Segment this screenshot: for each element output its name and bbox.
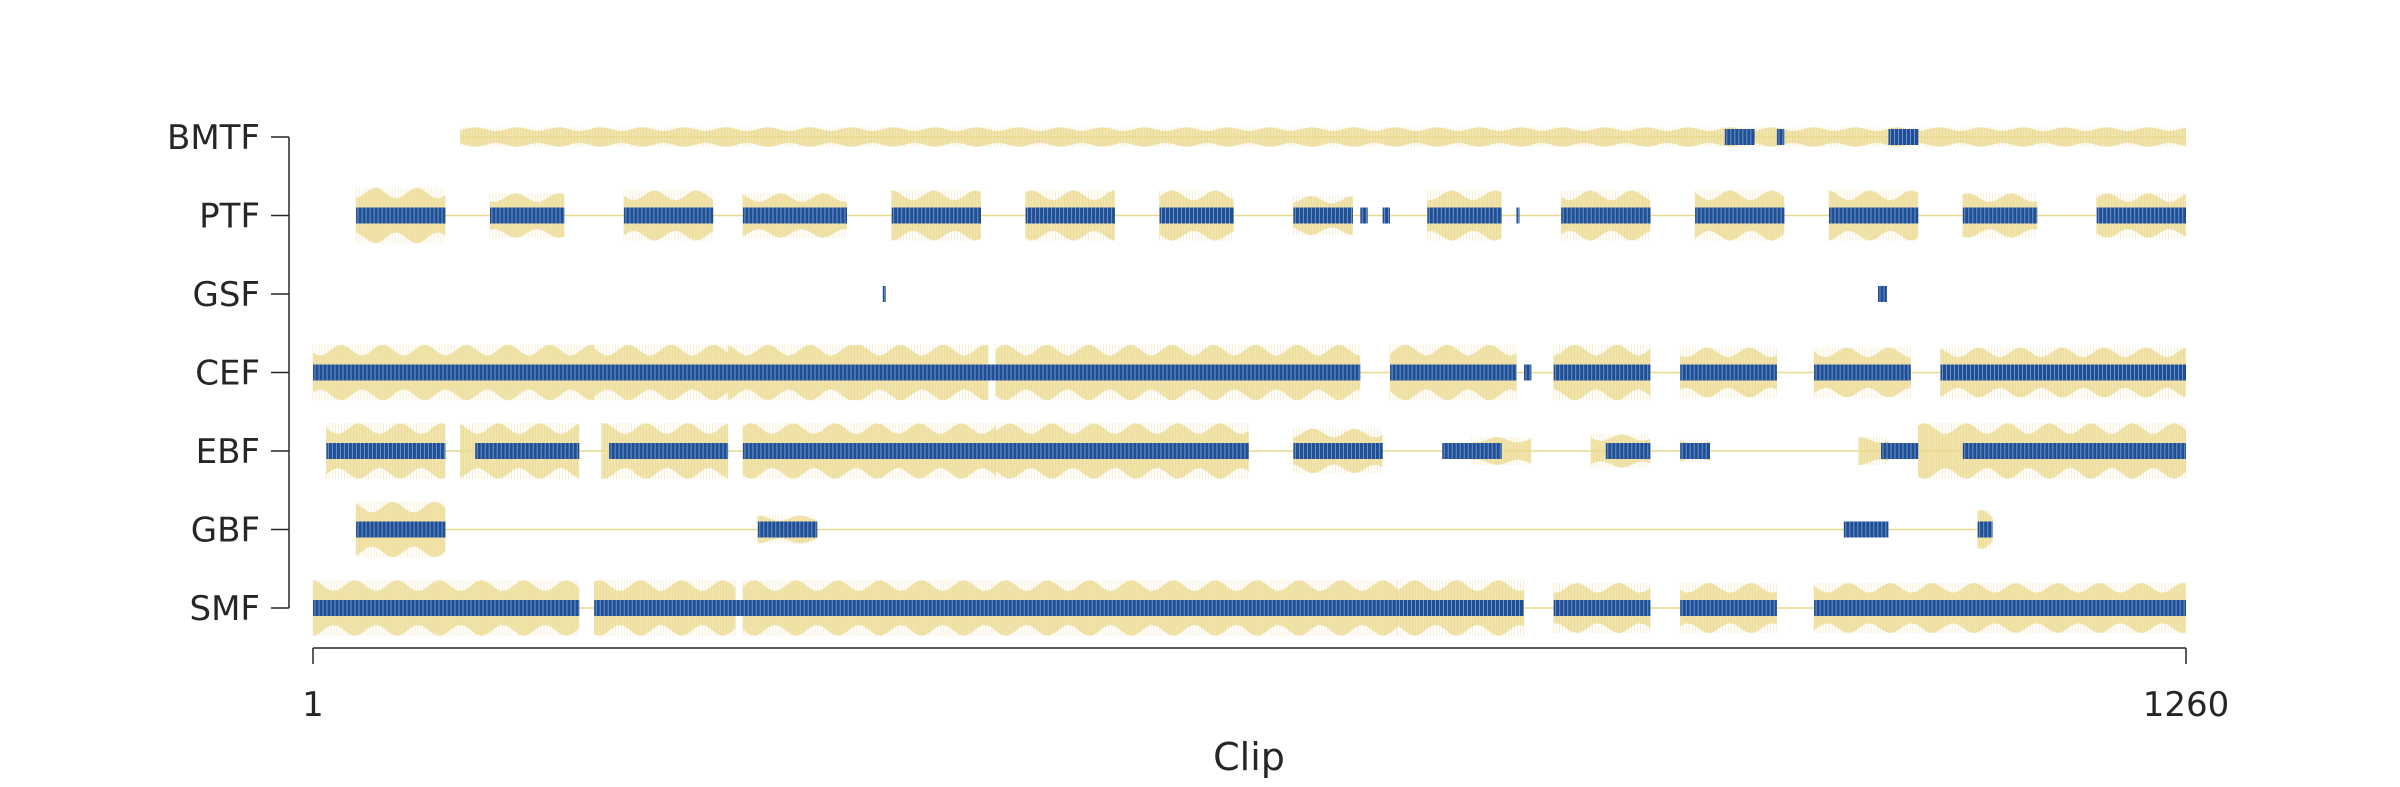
active-segment-bmtf	[1776, 129, 1785, 145]
plot-area	[312, 127, 2186, 636]
y-tick-label-ptf: PTF	[199, 197, 260, 237]
series-row-ebf	[326, 423, 2186, 479]
x-tick-label-start: 1	[302, 685, 324, 725]
x-axis: 1 1260 Clip	[302, 647, 2230, 779]
active-segment-bmtf	[1724, 129, 1755, 145]
series-row-gsf	[882, 286, 1887, 302]
active-segment-bmtf	[1888, 129, 1919, 145]
active-segment-ptf	[356, 207, 446, 224]
active-segment-cef	[1680, 364, 1777, 381]
active-segment-ptf	[1025, 207, 1115, 224]
series-row-cef	[312, 344, 2186, 401]
active-segment-ptf	[623, 207, 714, 224]
y-tick-label-gsf: GSF	[193, 275, 261, 315]
active-segment-ptf	[1427, 207, 1502, 224]
active-segment-ptf	[1962, 207, 2038, 224]
active-segment-ebf	[475, 443, 580, 459]
active-segment-ptf	[2096, 207, 2186, 224]
x-tick-label-end: 1260	[2143, 685, 2230, 725]
active-segment-cef	[1814, 364, 1911, 381]
active-segment-cef	[1524, 364, 1532, 381]
y-tick-label-gbf: GBF	[191, 511, 260, 551]
active-segment-ebf	[1881, 443, 1919, 459]
active-segment-ebf	[1680, 443, 1710, 459]
y-tick-label-smf: SMF	[190, 589, 260, 629]
active-segment-ptf	[891, 207, 981, 224]
active-segment-gbf	[1977, 521, 1993, 538]
series-row-bmtf	[459, 127, 2186, 147]
active-segment-gsf	[1878, 286, 1887, 302]
active-segment-ptf	[742, 207, 847, 224]
y-axis: BMTF PTF GSF CEF EBF GBF SMF	[167, 118, 290, 629]
active-segment-gbf	[356, 521, 446, 538]
active-segment-smf	[1553, 600, 1651, 616]
active-segment-cef	[1553, 364, 1651, 381]
active-segment-ptf	[1829, 207, 1919, 224]
active-segment-ebf	[1962, 443, 2186, 459]
active-segment-ptf	[1159, 207, 1234, 224]
active-segment-smf	[1397, 600, 1524, 616]
active-segment-ptf	[1695, 207, 1785, 224]
active-segment-smf	[1680, 600, 1777, 616]
series-row-ptf	[355, 187, 2186, 244]
active-segment-ptf	[1360, 207, 1368, 224]
y-tick-label-ebf: EBF	[196, 432, 260, 472]
y-tick-label-bmtf: BMTF	[167, 118, 260, 158]
active-segment-cef	[1390, 364, 1517, 381]
active-segment-cef	[1940, 364, 2186, 381]
active-segment-ptf	[1561, 207, 1651, 224]
y-tick-label-cef: CEF	[195, 354, 260, 394]
active-segment-smf	[313, 600, 580, 616]
active-segment-ptf	[490, 207, 565, 224]
series-row-smf	[312, 580, 2186, 636]
active-segment-ebf	[1293, 443, 1383, 459]
series-row-gbf	[355, 501, 1993, 558]
active-segment-ptf	[1382, 207, 1390, 224]
x-axis-label: Clip	[1213, 735, 1285, 779]
